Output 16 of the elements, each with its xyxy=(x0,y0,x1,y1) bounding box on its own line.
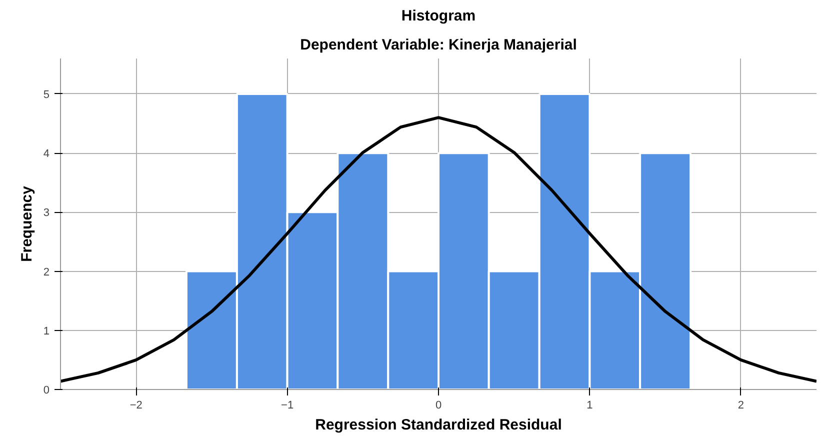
x-tick-label: −2 xyxy=(130,400,142,412)
line-series xyxy=(60,116,816,383)
x-tick-label: 1 xyxy=(586,400,593,412)
x-tick-label: 0 xyxy=(435,400,442,412)
y-tick-label: 0 xyxy=(43,384,50,396)
y-tick-label: 3 xyxy=(43,207,50,220)
y-tick-label: 1 xyxy=(43,325,50,338)
chart-subtitle: Dependent Variable: Kinerja Manajerial xyxy=(300,36,577,54)
x-axis-title: Regression Standardized Residual xyxy=(315,416,562,434)
x-tick-label: −1 xyxy=(281,400,294,412)
y-axis-title: Frequency xyxy=(18,185,36,262)
y-tick-label: 2 xyxy=(43,266,50,278)
chart-title: Histogram xyxy=(401,8,476,24)
x-tick-label: 2 xyxy=(738,400,744,412)
y-tick-label: 5 xyxy=(43,88,50,101)
y-tick-label: 4 xyxy=(43,148,50,160)
